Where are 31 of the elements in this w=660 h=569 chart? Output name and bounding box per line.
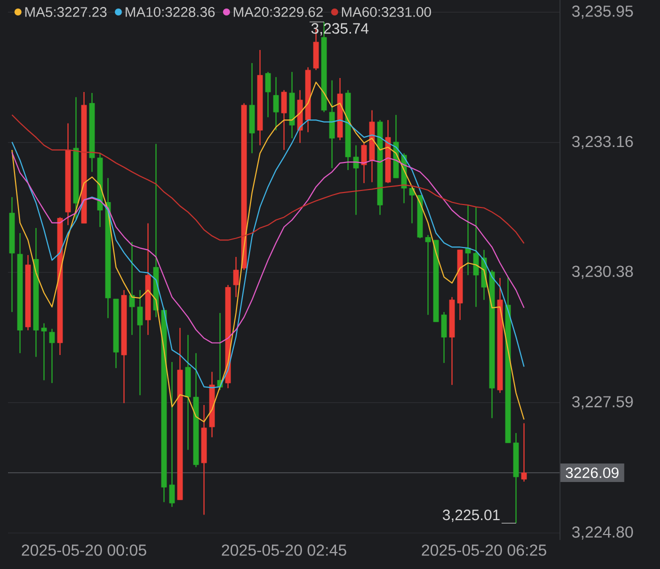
candlestick	[409, 186, 415, 224]
candlestick	[49, 328, 55, 384]
candlestick	[353, 144, 359, 216]
annotation: 3,225.01	[442, 510, 500, 522]
candlestick	[473, 206, 479, 308]
candlestick	[41, 322, 47, 381]
candlestick	[281, 90, 287, 150]
candlestick	[137, 290, 143, 396]
candlestick	[129, 241, 135, 336]
candlestick	[441, 311, 447, 364]
candlestick	[169, 361, 175, 508]
candlestick	[521, 422, 527, 482]
legend-label: MA60:3231.00	[342, 7, 432, 17]
ref-line-label: 3226.09	[566, 467, 618, 478]
x-tick-label: 2025-05-20 02:45	[222, 544, 346, 556]
candlestick	[265, 71, 271, 118]
legend-label: MA5:3227.23	[25, 7, 107, 17]
legend-label: MA10:3228.36	[126, 7, 215, 17]
candlestick	[361, 142, 367, 184]
candlestick	[425, 234, 431, 316]
candlestick	[233, 256, 239, 298]
candlestick	[465, 204, 471, 276]
y-tick-label: 3,235.95	[572, 6, 633, 19]
x-tick-label: 2025-05-20 06:25	[422, 544, 546, 556]
y-tick-label: 3,233.16	[572, 136, 633, 150]
y-tick-label: 3,227.59	[572, 396, 633, 410]
legend-label: MA20:3229.62	[234, 7, 323, 17]
x-tick-label: 2025-05-20 00:05	[22, 544, 146, 556]
y-tick-label: 3,224.80	[572, 526, 633, 540]
candlestick	[273, 76, 279, 131]
y-tick-label: 3,230.38	[572, 266, 633, 279]
